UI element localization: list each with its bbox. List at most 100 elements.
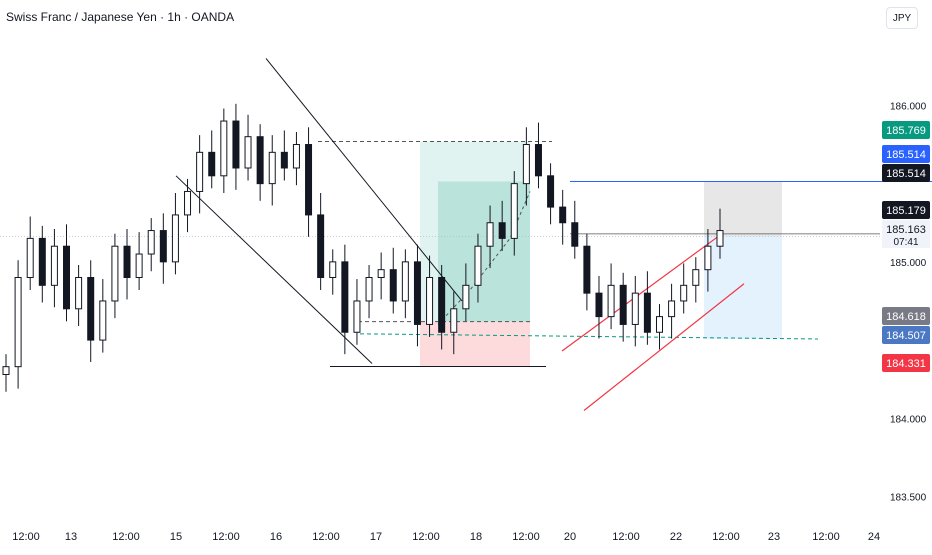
candle[interactable] (680, 263, 688, 314)
candle[interactable] (268, 135, 276, 206)
candle[interactable] (692, 257, 700, 303)
price-label: 185.163 (886, 224, 926, 236)
price-label-countdown: 07:41 (893, 237, 918, 248)
candle[interactable] (413, 244, 421, 347)
candle-body (426, 277, 434, 325)
x-tick-label: 15 (170, 531, 182, 543)
candle[interactable] (631, 275, 639, 347)
candle-body (2, 366, 10, 376)
candle[interactable] (135, 232, 143, 291)
candle[interactable] (244, 114, 252, 181)
rising-channel-lower[interactable] (583, 283, 745, 411)
candle-body (462, 284, 470, 310)
candle[interactable] (595, 275, 603, 339)
rising-channel-upper[interactable] (561, 233, 723, 352)
price-label: 184.618 (886, 311, 926, 323)
candle[interactable] (63, 224, 71, 322)
candle[interactable] (75, 264, 83, 326)
channel-lower-line[interactable] (175, 175, 373, 364)
candle[interactable] (462, 263, 470, 322)
candle[interactable] (474, 233, 482, 303)
candle[interactable] (317, 193, 325, 291)
candle-body (305, 144, 313, 216)
candle-body (220, 120, 228, 177)
candle[interactable] (559, 189, 567, 245)
candle[interactable] (510, 171, 518, 256)
candle[interactable] (38, 225, 46, 303)
candle[interactable] (438, 264, 446, 350)
y-tick-label: 184.000 (890, 414, 927, 425)
candle[interactable] (220, 108, 228, 194)
candle[interactable] (26, 216, 34, 291)
candle[interactable] (99, 279, 107, 353)
candle[interactable] (353, 279, 361, 345)
x-tick-label: 12:00 (512, 531, 540, 543)
candle[interactable] (547, 163, 555, 225)
candle[interactable] (426, 255, 434, 337)
candle[interactable] (534, 122, 542, 189)
candle[interactable] (329, 249, 337, 295)
candle[interactable] (159, 213, 167, 284)
candle[interactable] (111, 233, 119, 319)
position-upper-zone[interactable] (704, 181, 782, 237)
candle[interactable] (401, 249, 409, 319)
price-label-box (882, 164, 930, 182)
candle-body (208, 151, 216, 177)
candle[interactable] (571, 200, 579, 259)
currency-button[interactable]: JPY (886, 7, 918, 29)
candle[interactable] (583, 233, 591, 311)
candle[interactable] (256, 124, 264, 201)
candle[interactable] (232, 103, 240, 190)
candle-body (75, 277, 83, 310)
candle[interactable] (14, 260, 22, 389)
candle[interactable] (498, 200, 506, 251)
candle[interactable] (50, 229, 58, 308)
candle-body (571, 222, 579, 247)
candle[interactable] (716, 208, 724, 259)
candle-body (123, 245, 131, 278)
x-tick-label: 12:00 (612, 531, 640, 543)
candle[interactable] (365, 264, 373, 319)
candle[interactable] (522, 127, 530, 206)
candle[interactable] (655, 304, 663, 350)
candle[interactable] (341, 244, 349, 355)
candle[interactable] (607, 263, 615, 330)
candle[interactable] (643, 271, 651, 345)
candle-body (547, 175, 555, 208)
x-tick-label: 18 (470, 531, 482, 543)
candle[interactable] (450, 291, 458, 355)
candle[interactable] (171, 193, 179, 275)
candle[interactable] (292, 132, 300, 186)
candle[interactable] (389, 247, 397, 314)
position-lower-zone[interactable] (704, 236, 782, 339)
candle[interactable] (196, 135, 204, 214)
candle[interactable] (147, 218, 155, 272)
candle[interactable] (208, 130, 216, 189)
candle-body (50, 245, 58, 286)
candle-body (317, 214, 325, 279)
candle-body (184, 190, 192, 216)
candle-body (353, 300, 361, 333)
candle[interactable] (2, 354, 10, 392)
candle[interactable] (486, 205, 494, 269)
dashed-support-line[interactable] (359, 333, 819, 340)
candle-body (486, 222, 494, 247)
y-tick-label: 183.500 (890, 493, 927, 504)
candle[interactable] (668, 283, 676, 339)
candle-body (619, 284, 627, 325)
candle[interactable] (619, 272, 627, 342)
long-position-stop-zone[interactable] (420, 321, 530, 367)
candle-body (438, 277, 446, 333)
x-tick-label: 12:00 (112, 531, 140, 543)
candle[interactable] (184, 178, 192, 233)
candle-body (14, 277, 22, 368)
candle-body (510, 183, 518, 239)
candle[interactable] (87, 260, 95, 362)
candle[interactable] (305, 127, 313, 237)
candle[interactable] (280, 130, 288, 181)
candle[interactable] (377, 252, 385, 300)
candle[interactable] (123, 229, 131, 300)
candle[interactable] (704, 229, 712, 292)
